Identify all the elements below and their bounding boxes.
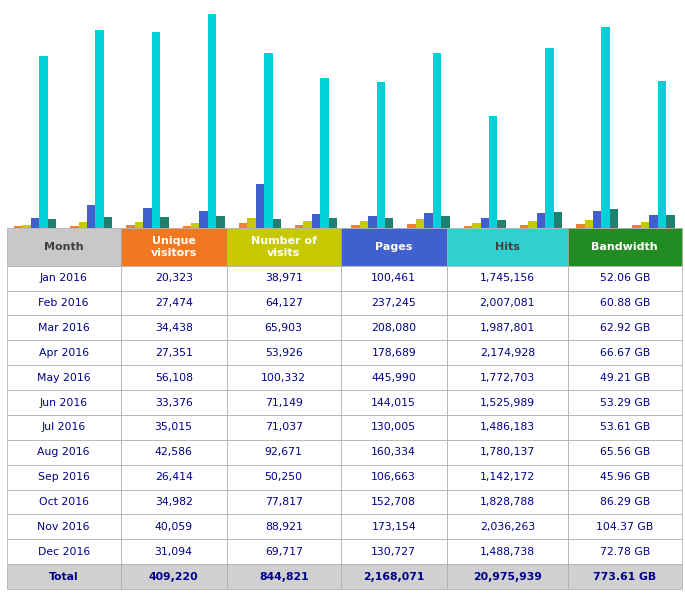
Bar (545, 48, 553, 228)
Bar (368, 215, 377, 228)
Bar (183, 226, 191, 228)
Bar (424, 212, 433, 228)
Bar (385, 218, 393, 228)
Bar (408, 224, 416, 228)
Bar (135, 222, 143, 228)
Bar (640, 221, 649, 228)
Bar (610, 209, 619, 228)
Bar (160, 217, 169, 228)
Bar (377, 82, 385, 228)
Bar (416, 219, 424, 228)
Bar (351, 225, 360, 228)
Bar (70, 226, 79, 228)
Bar (520, 225, 528, 228)
Bar (273, 219, 281, 228)
Bar (658, 82, 666, 228)
Bar (360, 221, 368, 228)
Bar (14, 226, 23, 228)
Bar (256, 184, 264, 228)
Bar (329, 218, 337, 228)
Bar (303, 221, 312, 228)
Bar (239, 223, 247, 228)
Bar (247, 218, 256, 228)
Bar (593, 211, 601, 228)
Bar (143, 208, 151, 228)
Bar (48, 218, 56, 228)
Bar (39, 56, 48, 228)
Bar (649, 215, 658, 228)
Bar (126, 225, 135, 228)
Bar (481, 218, 489, 228)
Bar (312, 214, 321, 228)
Bar (216, 216, 225, 228)
Bar (576, 224, 584, 228)
Bar (191, 223, 199, 228)
Bar (497, 220, 506, 228)
Bar (87, 205, 95, 228)
Bar (464, 226, 472, 228)
Bar (528, 221, 537, 228)
Bar (666, 215, 675, 228)
Bar (472, 224, 481, 228)
Bar (23, 224, 31, 228)
Bar (199, 211, 208, 228)
Bar (489, 115, 497, 228)
Bar (433, 53, 441, 228)
Bar (584, 220, 593, 228)
Bar (632, 226, 640, 228)
Bar (95, 30, 104, 228)
Bar (208, 14, 216, 228)
Bar (537, 214, 545, 228)
Bar (151, 32, 160, 228)
Bar (31, 218, 39, 228)
Bar (601, 27, 610, 228)
Bar (553, 212, 562, 228)
Bar (264, 54, 273, 228)
Bar (321, 78, 329, 228)
Bar (79, 222, 87, 228)
Bar (295, 225, 303, 228)
Bar (441, 216, 449, 228)
Bar (104, 217, 112, 228)
